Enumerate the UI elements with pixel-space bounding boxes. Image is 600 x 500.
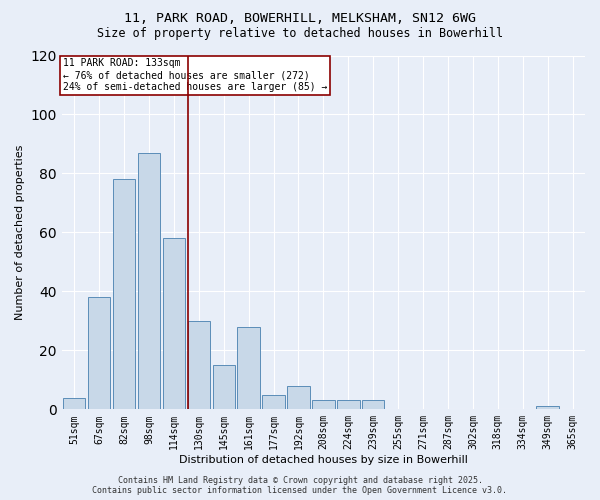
Text: Size of property relative to detached houses in Bowerhill: Size of property relative to detached ho…: [97, 28, 503, 40]
Text: 11 PARK ROAD: 133sqm
← 76% of detached houses are smaller (272)
24% of semi-deta: 11 PARK ROAD: 133sqm ← 76% of detached h…: [63, 58, 328, 92]
Bar: [312, 400, 335, 409]
Bar: [188, 321, 210, 410]
Y-axis label: Number of detached properties: Number of detached properties: [15, 144, 25, 320]
Bar: [536, 406, 559, 410]
Bar: [88, 298, 110, 410]
Text: Contains HM Land Registry data © Crown copyright and database right 2025.
Contai: Contains HM Land Registry data © Crown c…: [92, 476, 508, 495]
Bar: [287, 386, 310, 409]
Bar: [212, 365, 235, 410]
Bar: [113, 180, 135, 410]
Bar: [63, 398, 85, 409]
Bar: [262, 394, 285, 409]
Bar: [337, 400, 359, 409]
Bar: [163, 238, 185, 410]
Bar: [138, 153, 160, 409]
Bar: [238, 327, 260, 409]
Bar: [362, 400, 385, 409]
X-axis label: Distribution of detached houses by size in Bowerhill: Distribution of detached houses by size …: [179, 455, 468, 465]
Text: 11, PARK ROAD, BOWERHILL, MELKSHAM, SN12 6WG: 11, PARK ROAD, BOWERHILL, MELKSHAM, SN12…: [124, 12, 476, 26]
